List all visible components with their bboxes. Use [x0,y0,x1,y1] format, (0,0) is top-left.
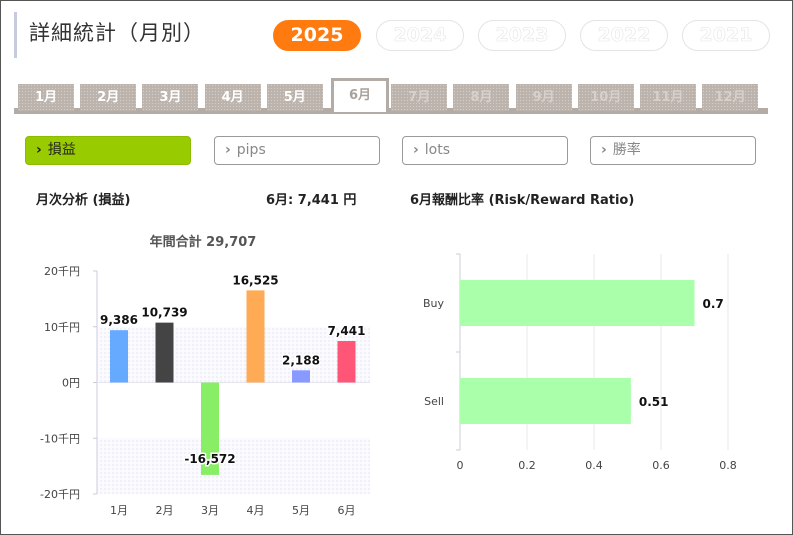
bar-value-label: 16,525 [232,273,278,287]
year-button-2023[interactable]: 2023 [478,20,566,51]
metric-label: 損益 [47,142,76,158]
x-tick-label: 0.6 [652,459,670,472]
monthly-analysis-heading: 月次分析 (損益) [36,193,131,208]
y-tick-label: -20千円 [40,488,80,501]
bar-value-label: -16,572 [184,452,235,466]
y-tick-label: Sell [424,395,444,408]
month-tab-11[interactable]: 11月 [640,84,696,111]
title-bar: 詳細統計（月別） [14,12,205,58]
bar-value-label: 9,386 [100,313,138,327]
x-tick-label: 5月 [292,504,310,517]
metric-button-lots[interactable]: › lots [402,136,568,165]
band-10k-0 [97,326,370,383]
x-tick-label: 4月 [247,504,265,517]
metric-label: 勝率 [612,142,641,158]
x-tick-label: 2月 [156,504,174,517]
y-tick-label: Buy [423,297,445,310]
year-button-2025[interactable]: 2025 [273,20,361,51]
month-tab-3[interactable]: 3月 [142,84,199,111]
bar-value-label: 7,441 [328,324,366,338]
x-tick-label: 0.8 [719,459,737,472]
monthly-pl-bar-chart: 20千円 10千円 0円 -10千円 -20千円 年間合計 29,707 9,386 1月 10… [40,234,370,517]
x-tick-label: 6月 [338,504,356,517]
hbar-value-label: 0.51 [639,395,669,409]
bar-chart-title: 年間合計 29,707 [150,234,257,250]
month-tab-4[interactable]: 4月 [204,84,261,111]
year-button-2021[interactable]: 2021 [682,20,770,51]
bar-value-label: 10,739 [141,306,187,320]
bar-5 [292,370,310,383]
hbar-sell [460,378,631,424]
metric-button-pl[interactable]: › 損益 [25,136,191,165]
x-tick-label: 1月 [110,504,128,517]
year-button-2024[interactable]: 2024 [376,20,464,51]
metric-button-pips[interactable]: › pips [214,136,380,165]
metric-label: pips [236,142,266,158]
x-tick-label: 0 [457,459,464,472]
y-tick-label: 0円 [62,377,80,390]
chevron-right-icon: › [36,142,42,158]
page-title: 詳細統計（月別） [29,21,205,45]
chevron-right-icon: › [225,142,231,158]
y-tick-label: 10千円 [44,321,80,334]
chevron-right-icon: › [601,142,607,158]
month-tab-1[interactable]: 1月 [18,84,74,111]
risk-reward-heading: 6月報酬比率 (Risk/Reward Ratio) [410,193,635,208]
metric-label: lots [424,142,451,158]
bar-4 [246,290,265,383]
month-tab-6[interactable]: 6月 [331,78,389,112]
month-tab-9[interactable]: 9月 [515,84,572,111]
x-tick-label: 0.4 [585,459,603,472]
band-neg10k-neg20k [97,438,370,494]
x-tick-label: 3月 [201,504,219,517]
month-tab-12[interactable]: 12月 [702,84,759,111]
metric-button-winrate[interactable]: › 勝率 [590,136,756,165]
month-tab-10[interactable]: 10月 [577,84,634,111]
year-button-2022[interactable]: 2022 [580,20,668,51]
month-tabs-baseline [14,108,768,114]
hbar-buy [460,280,695,326]
month-tab-7[interactable]: 7月 [391,84,448,111]
bar-2 [155,322,174,383]
y-tick-label: 20千円 [44,265,80,278]
month-tab-5[interactable]: 5月 [266,84,323,111]
risk-reward-hbar-chart: 0 0.2 0.4 0.6 0.8 Buy 0.7 Sell 0.51 [423,253,737,472]
month-tab-8[interactable]: 8月 [453,84,510,111]
bar-1 [110,330,128,383]
bar-3 [201,382,219,475]
y-tick-label: -10千円 [40,432,80,445]
x-tick-label: 0.2 [518,459,536,472]
bar-6 [337,341,356,383]
hbar-value-label: 0.7 [703,297,724,311]
month-summary: 6月: 7,441 円 [266,193,357,208]
bar-value-label: 2,188 [282,353,320,367]
chevron-right-icon: › [413,142,419,158]
month-tab-2[interactable]: 2月 [80,84,137,111]
